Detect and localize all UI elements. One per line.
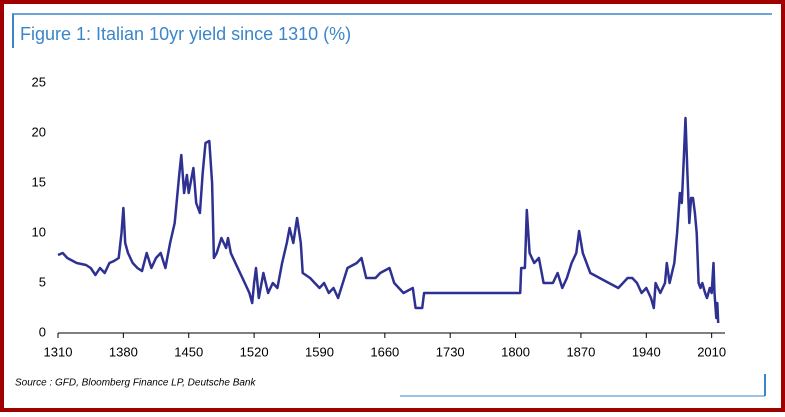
x-tick-label: 1730 bbox=[436, 344, 465, 359]
x-tick-label: 1800 bbox=[501, 344, 530, 359]
x-tick-label: 1590 bbox=[305, 344, 334, 359]
y-tick-label: 5 bbox=[39, 274, 46, 289]
x-tick-label: 1870 bbox=[566, 344, 595, 359]
series-line bbox=[57, 116, 720, 324]
y-tick-label: 0 bbox=[39, 324, 46, 339]
source-note: Source : GFD, Bloomberg Finance LP, Deut… bbox=[15, 378, 256, 389]
y-tick-label: 25 bbox=[32, 74, 46, 89]
x-tick-label: 2010 bbox=[697, 344, 726, 359]
x-tick-label: 1520 bbox=[240, 344, 269, 359]
x-tick-label: 1450 bbox=[174, 344, 203, 359]
y-tick-label: 15 bbox=[32, 174, 46, 189]
y-tick-label: 20 bbox=[32, 124, 46, 139]
x-tick-label: 1380 bbox=[109, 344, 138, 359]
x-tick-label: 1940 bbox=[632, 344, 661, 359]
x-tick-label: 1660 bbox=[370, 344, 399, 359]
chart-title: Figure 1: Italian 10yr yield since 1310 … bbox=[20, 24, 351, 44]
x-tick-label: 1310 bbox=[44, 344, 73, 359]
y-tick-label: 10 bbox=[32, 224, 46, 239]
